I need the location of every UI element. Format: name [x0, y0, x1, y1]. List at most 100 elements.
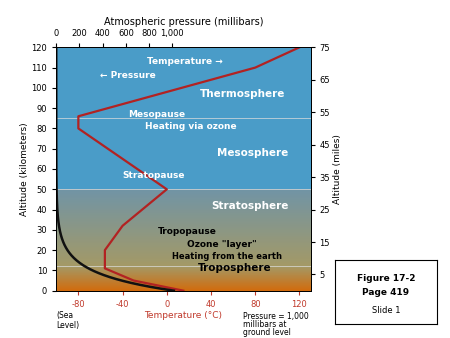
Text: Thermosphere: Thermosphere — [200, 89, 285, 99]
Bar — [56, 233, 310, 234]
Bar — [56, 227, 310, 228]
Bar — [56, 239, 310, 240]
Bar — [56, 213, 310, 214]
Text: Mesosphere: Mesosphere — [216, 148, 288, 158]
Bar — [56, 238, 310, 239]
Bar — [56, 205, 310, 206]
Bar — [56, 232, 310, 233]
Text: ground level: ground level — [243, 328, 291, 337]
Bar — [56, 248, 310, 249]
Text: Stratopause: Stratopause — [122, 171, 185, 179]
Bar — [56, 229, 310, 230]
Bar — [56, 193, 310, 194]
Text: Page 419: Page 419 — [362, 288, 410, 297]
Bar — [56, 198, 310, 199]
Bar — [56, 240, 310, 241]
Bar — [56, 241, 310, 242]
Bar — [56, 244, 310, 245]
Bar — [56, 225, 310, 226]
Text: Heating via ozone: Heating via ozone — [145, 122, 236, 131]
Text: millibars at: millibars at — [243, 320, 287, 329]
Bar — [56, 245, 310, 246]
Bar — [56, 251, 310, 252]
Bar — [56, 230, 310, 231]
Bar — [56, 210, 310, 211]
Text: (Sea
Level): (Sea Level) — [56, 311, 79, 330]
Bar — [56, 263, 310, 264]
Bar — [56, 265, 310, 266]
Bar — [56, 222, 310, 223]
Text: Temperature →: Temperature → — [147, 57, 223, 66]
X-axis label: Temperature (°C): Temperature (°C) — [144, 312, 222, 320]
Bar — [56, 255, 310, 256]
Bar — [56, 253, 310, 254]
Bar — [56, 261, 310, 262]
Bar — [56, 249, 310, 250]
Bar — [56, 192, 310, 193]
Bar — [56, 235, 310, 236]
Bar — [56, 221, 310, 222]
Text: ← Pressure: ← Pressure — [100, 71, 156, 80]
Bar — [56, 190, 310, 191]
Bar — [56, 197, 310, 198]
Text: Heating from the earth: Heating from the earth — [172, 252, 282, 261]
Text: Ozone "layer": Ozone "layer" — [187, 240, 256, 248]
Bar — [56, 215, 310, 216]
Bar — [56, 214, 310, 215]
Bar — [56, 208, 310, 209]
Bar — [56, 256, 310, 257]
Text: Slide 1: Slide 1 — [372, 306, 400, 315]
Bar — [56, 196, 310, 197]
Bar — [56, 202, 310, 203]
Bar — [56, 211, 310, 212]
Text: Stratosphere: Stratosphere — [211, 200, 288, 211]
Bar — [56, 195, 310, 196]
Bar — [56, 224, 310, 225]
Bar — [56, 258, 310, 259]
Y-axis label: Altitude (miles): Altitude (miles) — [333, 134, 342, 204]
Bar — [56, 259, 310, 260]
Bar — [56, 191, 310, 192]
X-axis label: Atmospheric pressure (millibars): Atmospheric pressure (millibars) — [104, 17, 263, 27]
Bar — [56, 203, 310, 204]
Bar — [56, 250, 310, 251]
Text: Figure 17-2: Figure 17-2 — [356, 274, 415, 283]
Bar — [56, 218, 310, 219]
Bar — [56, 237, 310, 238]
Bar — [56, 228, 310, 229]
Bar — [56, 226, 310, 227]
Bar — [56, 206, 310, 207]
Bar — [56, 201, 310, 202]
Bar — [56, 260, 310, 261]
Bar — [56, 236, 310, 237]
Bar — [56, 252, 310, 253]
Bar — [56, 246, 310, 247]
Text: Pressure = 1,000: Pressure = 1,000 — [243, 312, 309, 321]
Bar — [56, 216, 310, 217]
Bar — [56, 257, 310, 258]
Bar — [56, 200, 310, 201]
Bar — [56, 231, 310, 232]
Y-axis label: Altitude (kilometers): Altitude (kilometers) — [20, 122, 29, 216]
Bar — [56, 189, 310, 190]
Bar — [56, 247, 310, 248]
Bar — [56, 264, 310, 265]
Bar — [56, 242, 310, 243]
Bar — [56, 199, 310, 200]
Text: Troposphere: Troposphere — [198, 263, 271, 273]
Bar — [56, 212, 310, 213]
Bar — [56, 223, 310, 224]
Bar — [56, 234, 310, 235]
Bar — [56, 207, 310, 208]
Bar — [56, 243, 310, 244]
Bar — [56, 220, 310, 221]
Bar — [56, 194, 310, 195]
Bar — [56, 217, 310, 218]
Text: Tropopause: Tropopause — [158, 227, 217, 236]
Bar — [56, 204, 310, 205]
Bar — [56, 262, 310, 263]
Bar — [56, 209, 310, 210]
Bar — [56, 219, 310, 220]
Text: Mesopause: Mesopause — [128, 110, 185, 119]
Bar — [56, 254, 310, 255]
